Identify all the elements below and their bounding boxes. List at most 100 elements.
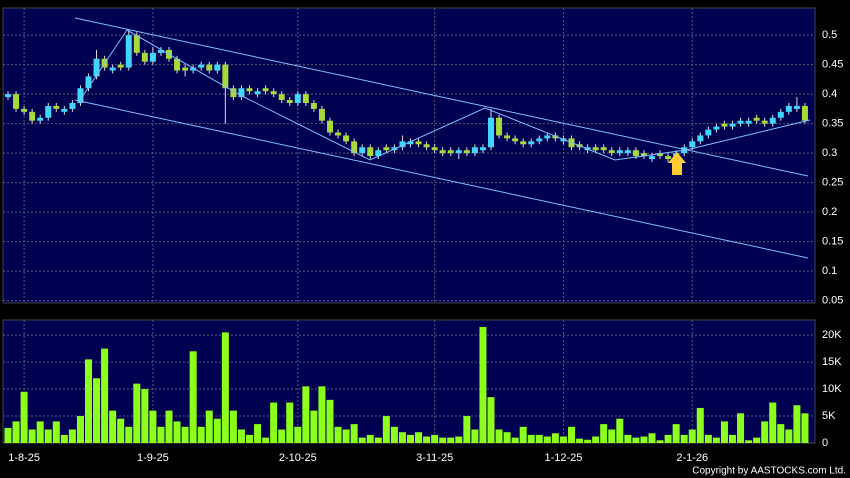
candle-body [246, 88, 253, 92]
candle-body [77, 88, 84, 103]
candle-body [439, 150, 446, 154]
volume-bar [390, 426, 398, 443]
candle-body [407, 141, 414, 145]
y-tick-label: 0.5 [822, 29, 837, 41]
volume-bar [358, 437, 366, 443]
volume-bar [20, 391, 28, 443]
candle-body [318, 108, 325, 121]
candle-body [785, 105, 792, 112]
volume-bar [559, 436, 567, 443]
y-tick-label: 0.15 [822, 236, 843, 248]
candle-body [125, 35, 132, 68]
candle-body [278, 94, 285, 101]
volume-bar [278, 429, 286, 443]
volume-bar [737, 413, 745, 443]
arrow-marker [668, 152, 686, 175]
x-tick-label: 2-1-26 [676, 452, 708, 464]
y-tick-label: 10K [822, 383, 842, 395]
volume-bar [101, 348, 109, 443]
candle-body [37, 117, 44, 121]
x-tick-label: 3-11-25 [416, 452, 453, 464]
volume-bar [407, 434, 414, 443]
candle-body [294, 94, 301, 103]
volume-bar [189, 351, 197, 443]
candle-body [214, 64, 221, 71]
volume-bar [125, 426, 133, 443]
volume-bar [93, 378, 101, 443]
volume-bar [310, 410, 318, 443]
candle-body [657, 153, 664, 157]
x-tick-label: 1-12-25 [544, 452, 582, 464]
volume-bar [221, 332, 229, 443]
candle-body [21, 108, 28, 112]
candle-body [45, 105, 52, 118]
volume-bar [157, 426, 165, 443]
volume-bar [237, 429, 245, 443]
candle-body [536, 138, 543, 142]
candle-body [286, 100, 293, 103]
candle-body [632, 150, 639, 157]
candle-body [447, 150, 454, 154]
volume-bar [246, 434, 253, 443]
candle-body [608, 150, 615, 154]
volume-bar [149, 410, 157, 443]
grid-layer: 0.05 0.1 0.15 0.2 0.25 0.3 0.35 0.4 0.45 0.5 1-8-2… [3, 8, 843, 464]
candle-body [769, 117, 776, 124]
volume-bar [576, 438, 584, 443]
volume-bar [608, 429, 616, 443]
candle-body [592, 147, 599, 151]
volume-bar [431, 434, 439, 443]
y-tick-label: 0.1 [822, 265, 837, 277]
x-tick-label: 2-10-25 [279, 452, 317, 464]
candle-body [69, 102, 76, 109]
volume-bar [487, 397, 495, 443]
volume-bar [584, 439, 592, 443]
volume-bar [543, 436, 551, 443]
volume-bar [342, 429, 350, 443]
volume-bar [632, 437, 640, 443]
volume-bar [664, 434, 672, 443]
volume-bar [398, 432, 406, 443]
volume-bar [117, 418, 125, 443]
volume-bar [704, 434, 712, 443]
volume-bar [511, 437, 519, 443]
volume-panel [2, 319, 816, 444]
volume-bar [262, 437, 270, 443]
candle-body [544, 135, 551, 139]
candle-body [383, 147, 390, 151]
volume-bar [197, 426, 205, 443]
candle-body [793, 105, 800, 109]
y-tick-label: 0.3 [822, 147, 837, 159]
volume-bar [455, 436, 463, 443]
y-tick-label: 15K [822, 356, 842, 368]
candle-body [665, 156, 672, 160]
candle-body [93, 58, 100, 77]
candle-body [753, 117, 760, 121]
candle-body [109, 67, 116, 71]
candle-body [117, 64, 124, 68]
volume-bar [568, 426, 575, 443]
candle-body [504, 135, 511, 139]
volume-bar [479, 327, 487, 443]
candle-body [254, 91, 261, 95]
candle-body [230, 88, 237, 98]
y-tick-label: 0.2 [822, 206, 837, 218]
candle-body [302, 94, 309, 103]
volume-bar [60, 434, 68, 443]
volume-bar [302, 386, 310, 443]
volume-bar [36, 421, 44, 443]
candle-body [801, 105, 808, 121]
y-tick-label: 0.25 [822, 177, 843, 189]
volume-bar [52, 421, 60, 443]
candle-body [600, 147, 607, 151]
trend-lines [74, 17, 811, 259]
volume-bar [616, 418, 624, 443]
candle-body [327, 120, 333, 133]
volume-bar [672, 424, 680, 443]
volume-bar [165, 410, 173, 443]
volume-bar [254, 424, 262, 443]
volume-bar [109, 410, 117, 443]
volume-bar [624, 434, 632, 443]
candle-body [496, 117, 503, 136]
